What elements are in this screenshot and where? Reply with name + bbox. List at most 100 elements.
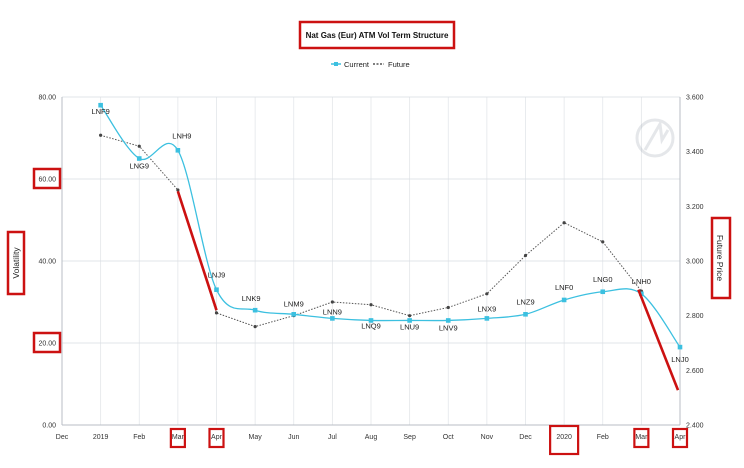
x-tick-label: Mar xyxy=(172,434,185,441)
future-point xyxy=(99,133,103,137)
legend-current-marker xyxy=(334,62,338,66)
legend-current-label: Current xyxy=(344,60,370,69)
current-point xyxy=(445,318,451,323)
future-point xyxy=(330,300,334,304)
current-point xyxy=(368,318,374,323)
future-point xyxy=(562,221,566,225)
x-tick-highlight-box xyxy=(671,427,689,449)
point-label: LNN9 xyxy=(323,307,342,316)
current-point xyxy=(484,316,490,321)
current-point xyxy=(407,318,412,323)
point-label: LNX9 xyxy=(477,304,496,313)
watermark-icon xyxy=(635,118,675,158)
future-point xyxy=(253,325,257,329)
left-tick-highlight-box xyxy=(32,167,62,190)
current-point xyxy=(291,312,297,317)
current-point xyxy=(523,312,528,317)
x-tick-label: Nov xyxy=(481,434,494,441)
x-tick-label: Feb xyxy=(597,434,609,441)
grid-lines xyxy=(61,96,681,426)
point-label: LNJ9 xyxy=(208,271,226,280)
future-point xyxy=(408,314,412,318)
x-tick-label: Mar xyxy=(635,434,648,441)
x-axis-tick-labels: Dec 2019 Feb Mar Apr May Jun Jul Aug Sep Oct Nov Dec… xyxy=(56,434,686,441)
point-label: LNM9 xyxy=(284,299,304,308)
future-point xyxy=(176,188,180,192)
current-point xyxy=(252,307,258,313)
future-point xyxy=(601,240,605,244)
red-drop-line-mar-apr-2020 xyxy=(637,289,680,391)
right-tick-label: 2.600 xyxy=(686,368,704,375)
point-label: LNH0 xyxy=(632,277,651,286)
point-label: LNJ0 xyxy=(671,355,689,364)
right-tick-label: 2.800 xyxy=(686,313,704,320)
x-tick-highlight-box xyxy=(633,427,650,449)
right-tick-label: 3.400 xyxy=(686,149,704,156)
right-tick-label: 3.000 xyxy=(686,259,704,266)
future-point xyxy=(137,144,141,148)
x-tick-highlight-box xyxy=(549,424,580,456)
future-point xyxy=(523,253,528,258)
current-point xyxy=(677,344,683,350)
left-tick-label: 0.00 xyxy=(42,423,56,430)
x-tick-label: Aug xyxy=(365,434,378,441)
point-label: LNG9 xyxy=(129,162,149,171)
point-label: LNV9 xyxy=(439,323,458,332)
left-tick-label: 40.00 xyxy=(38,259,56,266)
chart-title-group: Nat Gas (Eur) ATM Vol Term Structure xyxy=(298,20,456,50)
right-axis-tick-labels: 2.400 2.600 2.800 3.000 3.200 3.400 3.600 xyxy=(686,95,704,430)
point-labels: LNF9 LNG9 LNH9 LNJ9 LNK9 LNM9 LNN9 LNQ9 LNU9 LNV9… xyxy=(91,107,688,364)
red-drop-line-mar-apr-2019 xyxy=(176,190,218,311)
x-tick-label: May xyxy=(249,434,263,441)
red-annotations xyxy=(32,167,689,456)
current-point xyxy=(214,287,219,292)
x-tick-label: Sep xyxy=(403,434,416,441)
x-tick-label: Dec xyxy=(56,434,69,441)
point-label: LNK9 xyxy=(242,294,261,303)
left-axis-name: Volatility xyxy=(11,247,21,279)
legend-future-label: Future xyxy=(388,60,410,69)
current-point xyxy=(136,156,142,161)
left-tick-highlight-box xyxy=(32,331,62,354)
right-axis-name-box xyxy=(710,216,732,300)
left-tick-label: 20.00 xyxy=(38,341,56,348)
right-tick-label: 3.200 xyxy=(686,204,704,211)
x-tick-label: Apr xyxy=(675,434,687,441)
future-point xyxy=(369,303,373,307)
x-tick-label: Feb xyxy=(133,434,145,441)
left-axis-name-group: Volatility xyxy=(6,230,26,296)
future-point xyxy=(446,305,450,310)
x-tick-label: Jun xyxy=(288,434,299,441)
legend: Current Future xyxy=(331,60,410,69)
current-point xyxy=(330,316,335,321)
x-tick-label: 2019 xyxy=(93,434,109,441)
point-label: LNH9 xyxy=(172,131,191,140)
current-point xyxy=(175,148,181,153)
x-tick-label: Dec xyxy=(519,434,532,441)
point-label: LNF0 xyxy=(555,283,573,292)
x-tick-label: 2020 xyxy=(556,434,572,441)
point-label: LNF9 xyxy=(91,107,109,116)
x-tick-label: Oct xyxy=(443,434,454,441)
current-series-line xyxy=(100,104,681,348)
right-axis-name-group: Future Price xyxy=(710,216,732,300)
point-label: LNZ9 xyxy=(516,297,534,306)
left-axis-tick-labels: 0.00 20.00 40.00 60.00 80.00 xyxy=(38,95,56,430)
x-tick-label: Apr xyxy=(211,434,223,441)
current-point xyxy=(600,289,606,295)
left-tick-label: 80.00 xyxy=(38,95,56,102)
x-tick-highlight-box xyxy=(208,427,225,449)
left-axis-name-box xyxy=(6,230,26,296)
x-tick-highlight-box xyxy=(169,427,186,449)
chart-title: Nat Gas (Eur) ATM Vol Term Structure xyxy=(306,31,449,40)
current-point xyxy=(561,297,567,303)
future-point xyxy=(485,292,489,296)
point-label: LNQ9 xyxy=(361,321,381,330)
right-tick-label: 3.600 xyxy=(686,95,704,102)
right-tick-label: 2.400 xyxy=(686,423,704,430)
future-point xyxy=(214,311,219,315)
right-axis-name: Future Price xyxy=(715,235,725,282)
left-tick-label: 60.00 xyxy=(38,177,56,184)
